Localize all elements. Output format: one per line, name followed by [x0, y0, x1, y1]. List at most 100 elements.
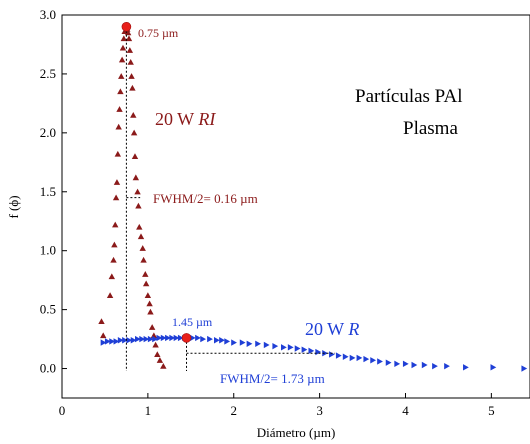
r-data-point — [463, 364, 469, 371]
y-axis-label: f (ϕ) — [6, 195, 21, 218]
ri-data-point — [144, 292, 152, 299]
ri-data-point — [125, 35, 133, 42]
r-data-point — [109, 338, 116, 345]
r-data-point — [308, 347, 315, 355]
y-tick-label: 3.0 — [40, 7, 56, 22]
ri-data-point — [126, 47, 134, 53]
y-tick-label: 2.0 — [40, 125, 56, 140]
r-data-point — [301, 346, 308, 353]
r-data-point — [143, 335, 150, 343]
r-data-point — [156, 334, 163, 342]
ri-data-point — [129, 84, 136, 91]
ri-data-point — [139, 245, 146, 251]
r-data-point — [200, 335, 207, 343]
ri-data-point — [128, 73, 135, 79]
ri-data-point — [146, 300, 153, 307]
r-peak-label: 1.45 µm — [172, 315, 213, 329]
r-data-point — [177, 334, 184, 342]
r-data-point — [169, 334, 176, 342]
r-data-point — [377, 358, 383, 365]
x-tick-label: 0 — [59, 403, 66, 418]
ri-peak-label: 0.75 µm — [138, 26, 179, 40]
ri-data-point — [147, 308, 154, 315]
r-data-point — [189, 334, 196, 342]
r-data-point — [207, 335, 213, 343]
chart-annotation-line2: Plasma — [403, 118, 458, 139]
ri-fwhm-label: FWHM/2= 0.16 µm — [153, 191, 258, 206]
ri-data-point — [152, 341, 159, 348]
ri-data-point — [160, 362, 167, 369]
r-data-point — [255, 340, 261, 347]
y-tick-label: 0.5 — [40, 302, 56, 317]
y-tick-label: 2.5 — [40, 66, 56, 81]
r-data-point — [214, 337, 220, 344]
r-data-point — [322, 350, 328, 357]
r-fwhm-label: FWHM/2= 1.73 µm — [220, 371, 325, 386]
series-20w-ri-points — [98, 23, 167, 369]
ri-data-point — [113, 179, 121, 185]
r-data-point — [130, 337, 137, 344]
ri-data-point — [142, 280, 150, 287]
x-tick-label: 2 — [230, 403, 237, 418]
y-tick-label: 1.0 — [40, 243, 56, 258]
x-axis-ticks: 0 1 2 3 4 5 — [59, 393, 495, 418]
fwhm-guide-lines — [125, 30, 336, 371]
r-data-point — [370, 357, 377, 364]
r-data-point — [294, 345, 301, 352]
ri-data-point — [118, 56, 126, 63]
ri-data-point — [134, 188, 141, 195]
ri-data-point — [100, 332, 107, 339]
ri-data-point — [116, 106, 123, 112]
r-data-point — [329, 351, 335, 358]
r-series-label: 20 W R — [305, 319, 359, 339]
ri-data-point — [131, 153, 139, 159]
x-tick-label: 4 — [402, 403, 409, 418]
x-axis-label: Diámetro (µm) — [257, 425, 336, 440]
r-data-point — [195, 334, 201, 342]
r-data-point — [287, 344, 294, 351]
ri-data-point — [111, 241, 118, 248]
ri-data-point — [119, 44, 127, 51]
r-data-point — [117, 337, 124, 344]
r-data-point — [100, 339, 107, 346]
chart-annotation-line1: Partículas PAl — [355, 86, 463, 107]
r-data-point — [315, 348, 322, 356]
r-data-point — [173, 334, 180, 342]
r-data-point — [385, 359, 392, 366]
ri-data-point — [124, 29, 132, 36]
ri-data-point — [148, 324, 156, 330]
ri-data-point — [120, 35, 128, 42]
r-peak-marker — [181, 333, 192, 343]
r-data-point — [165, 334, 171, 342]
ri-data-point — [154, 351, 161, 357]
r-data-point — [402, 360, 409, 368]
r-data-point — [104, 338, 111, 345]
ri-data-point — [118, 73, 125, 79]
ri-data-point — [142, 271, 149, 277]
r-data-point — [231, 339, 237, 346]
r-data-point — [342, 353, 349, 360]
ri-data-point — [130, 111, 137, 118]
r-data-point — [126, 337, 133, 344]
ri-series-label: 20 W RI — [155, 109, 216, 129]
r-data-point — [432, 362, 438, 370]
r-data-point — [219, 337, 225, 344]
x-tick-label: 3 — [316, 403, 323, 418]
r-data-point — [490, 364, 497, 371]
ri-data-point — [117, 88, 124, 95]
r-data-point — [152, 335, 158, 343]
r-data-point — [280, 344, 287, 351]
ri-data-point — [115, 123, 122, 130]
r-data-point — [394, 360, 401, 368]
r-data-point — [239, 339, 246, 346]
y-tick-label: 0.0 — [40, 361, 56, 376]
ri-data-point — [136, 223, 143, 230]
ri-data-point — [132, 174, 140, 181]
ri-peak-marker — [121, 21, 132, 32]
ri-data-point — [112, 194, 120, 201]
ri-data-point — [98, 318, 105, 324]
r-data-point — [335, 352, 342, 359]
ri-data-point — [140, 256, 147, 263]
ri-data-point — [106, 292, 114, 299]
ri-data-point — [112, 221, 119, 228]
